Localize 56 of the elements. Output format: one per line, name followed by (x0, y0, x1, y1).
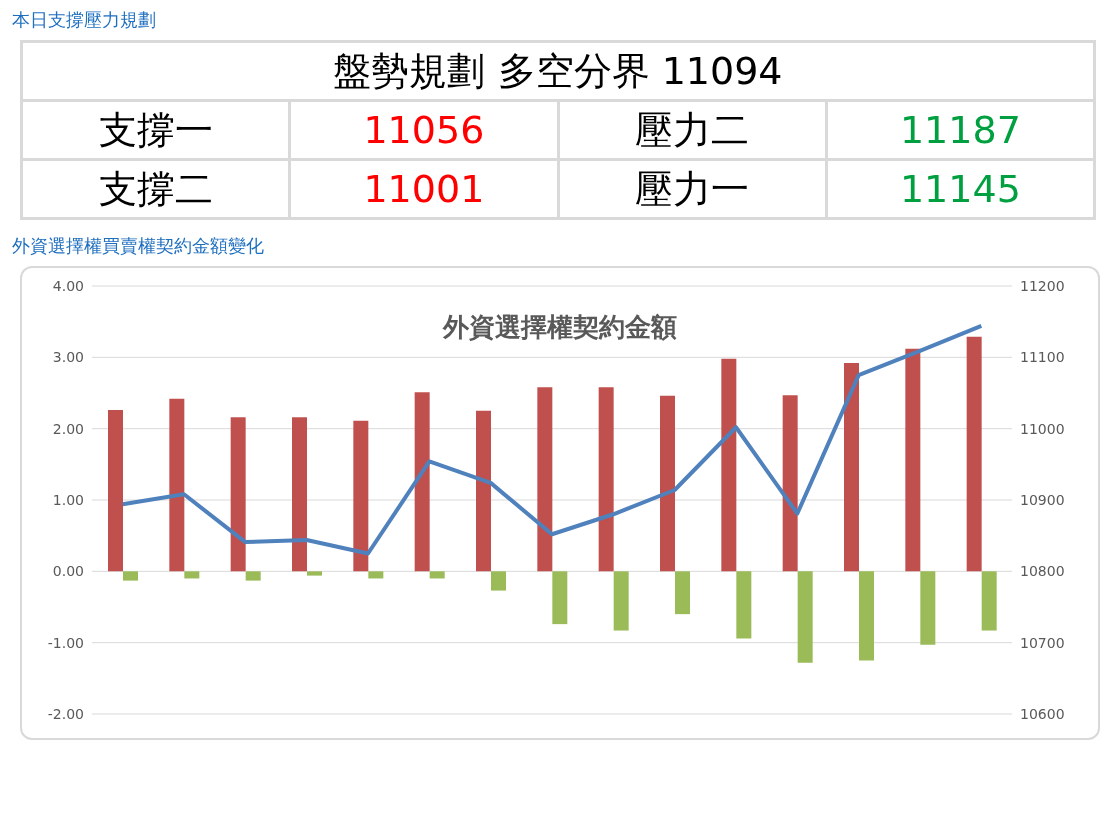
y-tick-label: 3.00 (52, 349, 84, 366)
text: 支撐一 (21, 100, 290, 160)
y2-tick-label: 11100 (1020, 349, 1065, 366)
y-tick-label: 1.00 (52, 491, 84, 508)
text: 壓力二 (558, 100, 827, 160)
bar (736, 571, 752, 639)
bar (491, 571, 506, 591)
text: 支撐二 (21, 159, 290, 219)
bar (476, 410, 491, 572)
text: 11001 (289, 159, 558, 219)
bar (721, 358, 737, 572)
bar (537, 387, 553, 572)
bar (307, 571, 322, 576)
bar (552, 571, 568, 625)
bar (230, 417, 246, 572)
bar (414, 392, 430, 572)
text: 盤勢規劃 多空分界 11094 (21, 41, 1095, 101)
bar (598, 387, 614, 572)
y2-tick-label: 10900 (1020, 491, 1065, 508)
bar (905, 348, 921, 572)
text: 11187 (826, 100, 1095, 160)
bar (429, 571, 445, 579)
text: 壓力一 (558, 159, 827, 219)
bar (245, 571, 261, 581)
bar (859, 571, 874, 661)
bar (675, 571, 690, 615)
bar (353, 420, 369, 572)
chart-subtitle: 外資選擇權買賣權契約金額變化 (12, 234, 265, 258)
bar (797, 571, 813, 663)
y2-tick-label: 10800 (1020, 563, 1065, 580)
bar (368, 571, 384, 579)
bar (169, 398, 185, 572)
y2-tick-label: 11000 (1020, 420, 1065, 437)
bar (782, 395, 798, 572)
y-tick-label: -1.00 (47, 634, 84, 651)
bar (184, 571, 200, 579)
bar (966, 336, 982, 572)
y-tick-label: 0.00 (52, 563, 84, 580)
y2-tick-label: 10600 (1020, 705, 1065, 722)
bar (123, 571, 138, 581)
bar (844, 363, 859, 572)
y2-tick-label: 10700 (1020, 634, 1065, 651)
text: 11056 (289, 100, 558, 160)
text: 本日支撐壓力規劃 (12, 8, 157, 32)
text: 外資選擇權契約金額 (441, 311, 678, 344)
y-tick-label: 4.00 (52, 277, 84, 294)
bar (108, 410, 123, 572)
y2-tick-label: 11200 (1020, 277, 1065, 294)
bar (920, 571, 936, 645)
bar (660, 395, 675, 572)
bar (292, 417, 307, 572)
y-tick-label: 2.00 (52, 420, 84, 437)
text: 11145 (826, 159, 1095, 219)
y-tick-label: -2.00 (47, 705, 84, 722)
bar (981, 571, 997, 631)
bar (613, 571, 629, 631)
